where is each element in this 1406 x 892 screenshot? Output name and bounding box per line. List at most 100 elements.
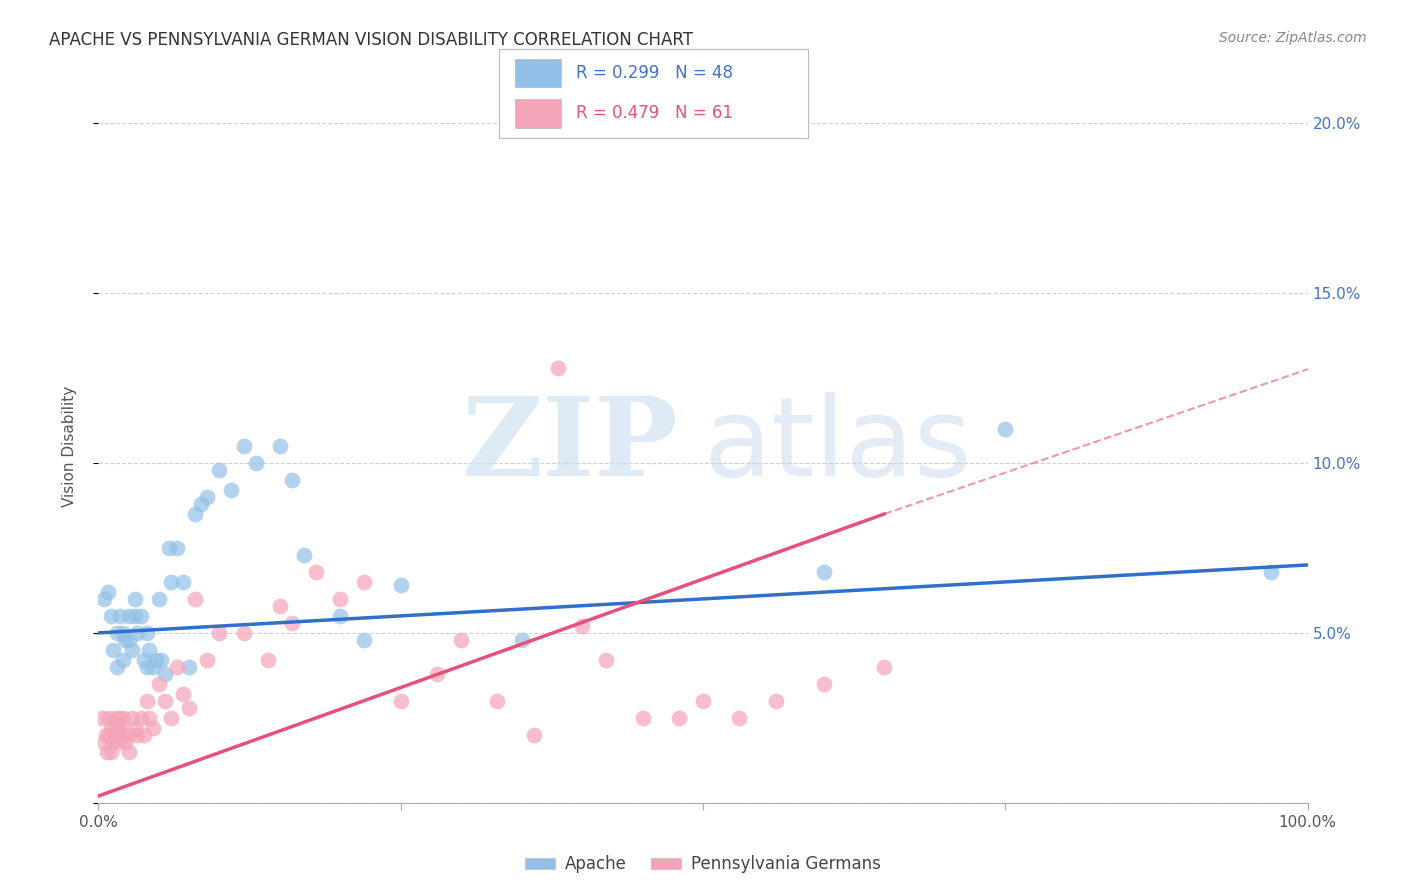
Point xyxy=(96,745,118,759)
Point xyxy=(221,483,243,498)
Point xyxy=(94,728,117,742)
Point xyxy=(101,734,124,748)
Point xyxy=(103,728,125,742)
Point xyxy=(184,507,207,521)
Point xyxy=(305,565,328,579)
Point xyxy=(104,711,127,725)
Point xyxy=(153,694,176,708)
Point xyxy=(91,711,114,725)
Point xyxy=(813,565,835,579)
Point xyxy=(994,422,1017,436)
Point xyxy=(134,728,156,742)
Point xyxy=(157,541,180,555)
Point xyxy=(153,666,176,681)
Point xyxy=(668,711,690,725)
Bar xyxy=(515,59,561,87)
Point xyxy=(108,608,131,623)
Point xyxy=(166,660,188,674)
Point xyxy=(138,711,160,725)
Point xyxy=(269,439,291,453)
Point xyxy=(450,632,472,647)
Point xyxy=(129,711,152,725)
Text: R = 0.299   N = 48: R = 0.299 N = 48 xyxy=(576,64,734,82)
Point xyxy=(195,653,218,667)
Point xyxy=(134,653,156,667)
Point xyxy=(208,626,231,640)
Point xyxy=(124,608,146,623)
Point xyxy=(329,608,352,623)
Point xyxy=(160,711,183,725)
Point xyxy=(179,660,201,674)
Point xyxy=(97,711,120,725)
Point xyxy=(118,745,141,759)
Text: ZIP: ZIP xyxy=(463,392,679,500)
Text: Source: ZipAtlas.com: Source: ZipAtlas.com xyxy=(1219,31,1367,45)
Point xyxy=(114,632,136,647)
Point xyxy=(98,728,121,742)
Point xyxy=(389,694,412,708)
Point xyxy=(108,721,131,735)
Point xyxy=(105,660,128,674)
Point xyxy=(208,463,231,477)
Point xyxy=(142,660,165,674)
Point xyxy=(121,711,143,725)
Point xyxy=(281,615,304,630)
Point xyxy=(105,721,128,735)
Point xyxy=(256,653,278,667)
Point xyxy=(292,548,315,562)
Point xyxy=(93,591,115,606)
Point xyxy=(111,711,134,725)
Point xyxy=(547,360,569,375)
Point xyxy=(129,608,152,623)
Point xyxy=(631,711,654,725)
Point xyxy=(389,578,412,592)
Point xyxy=(232,626,254,640)
Point xyxy=(105,626,128,640)
Point xyxy=(195,490,218,504)
Point xyxy=(179,700,201,714)
Point xyxy=(765,694,787,708)
Point xyxy=(101,643,124,657)
Point xyxy=(138,643,160,657)
Point xyxy=(148,591,170,606)
Point xyxy=(100,745,122,759)
Point xyxy=(426,666,449,681)
Point xyxy=(105,728,128,742)
Point xyxy=(118,632,141,647)
Point xyxy=(124,591,146,606)
Point xyxy=(873,660,896,674)
Point xyxy=(160,574,183,589)
Point xyxy=(184,591,207,606)
Point xyxy=(124,721,146,735)
Point xyxy=(813,677,835,691)
Y-axis label: Vision Disability: Vision Disability xyxy=(62,385,77,507)
Point xyxy=(97,585,120,599)
Point xyxy=(108,711,131,725)
Bar xyxy=(515,99,561,128)
Point xyxy=(148,677,170,691)
Point xyxy=(118,728,141,742)
Point xyxy=(118,608,141,623)
Text: atlas: atlas xyxy=(703,392,972,500)
Point xyxy=(329,591,352,606)
Point xyxy=(571,619,593,633)
Point xyxy=(100,721,122,735)
Point xyxy=(353,632,375,647)
Point xyxy=(692,694,714,708)
Point xyxy=(121,643,143,657)
Point xyxy=(108,728,131,742)
Point xyxy=(107,734,129,748)
Point xyxy=(172,574,194,589)
Point xyxy=(166,541,188,555)
Point xyxy=(150,653,173,667)
Point xyxy=(142,721,165,735)
Point xyxy=(111,626,134,640)
Point xyxy=(232,439,254,453)
Text: APACHE VS PENNSYLVANIA GERMAN VISION DISABILITY CORRELATION CHART: APACHE VS PENNSYLVANIA GERMAN VISION DIS… xyxy=(49,31,693,49)
Point xyxy=(510,632,533,647)
Point xyxy=(190,497,212,511)
Text: R = 0.479   N = 61: R = 0.479 N = 61 xyxy=(576,104,734,122)
Point xyxy=(114,734,136,748)
Point xyxy=(353,574,375,589)
Point xyxy=(135,626,157,640)
